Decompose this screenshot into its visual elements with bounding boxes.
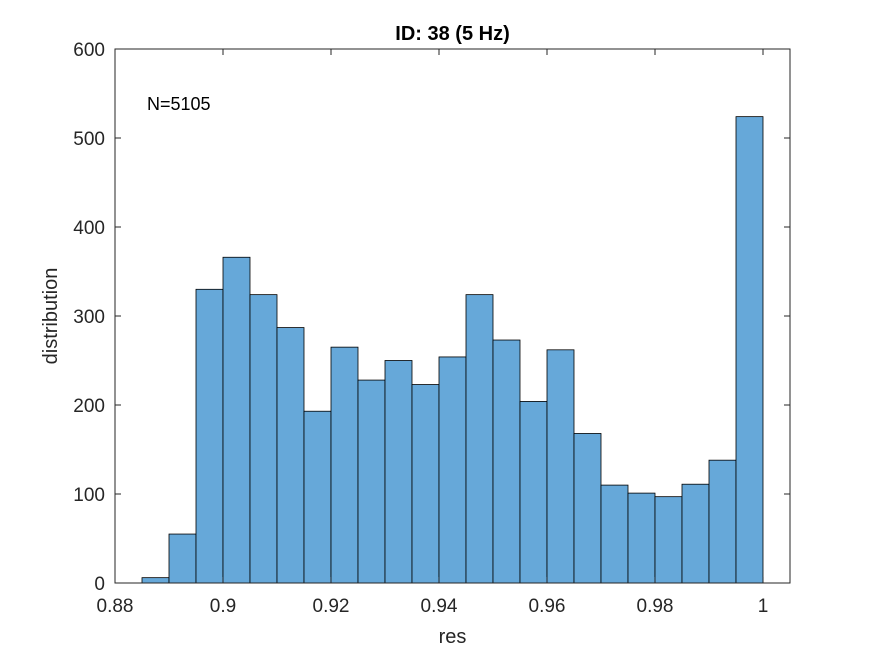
histogram-bar	[492, 339, 521, 584]
x-tick-label: 0.9	[210, 596, 236, 617]
ticks-layer: 0.88 0.9 0.92 0.94 0.96 0.98 1 0 100 200 300 400 500…	[73, 40, 790, 617]
histogram-bar	[627, 492, 656, 584]
sample-count-annotation: N=5105	[147, 94, 211, 114]
histogram-bar	[465, 294, 494, 584]
histogram-bar	[411, 384, 440, 584]
x-tick-label: 0.98	[637, 596, 674, 617]
x-tick-label: 0.88	[97, 596, 134, 617]
x-tick-label: 0.96	[529, 596, 566, 617]
bars-layer	[141, 116, 764, 584]
histogram-bar	[573, 433, 602, 584]
histogram-bar	[654, 496, 683, 584]
histogram-bar	[195, 288, 224, 584]
histogram-bar	[708, 459, 737, 584]
histogram-bar	[249, 294, 278, 584]
histogram-bar	[141, 577, 170, 584]
y-tick-label: 100	[73, 485, 105, 506]
histogram-bar	[735, 116, 764, 584]
histogram-bar	[276, 327, 305, 584]
histogram-bar	[330, 346, 359, 584]
histogram-bar	[384, 360, 413, 584]
histogram-bar	[168, 533, 197, 584]
y-tick-label: 200	[73, 396, 105, 417]
x-axis-label: res	[439, 626, 467, 648]
chart-title: ID: 38 (5 Hz)	[395, 23, 509, 45]
histogram-bar	[519, 401, 548, 584]
histogram-bar	[600, 484, 629, 584]
histogram-bar	[438, 356, 467, 584]
x-tick-label: 0.94	[421, 596, 458, 617]
x-tick-label: 0.92	[313, 596, 350, 617]
y-tick-label: 0	[94, 574, 105, 595]
histogram-bar	[681, 483, 710, 584]
histogram-bar	[546, 349, 575, 584]
histogram-bar	[303, 410, 332, 584]
y-axis-label: distribution	[40, 268, 62, 365]
histogram-bar	[357, 379, 386, 584]
y-tick-label: 500	[73, 129, 105, 150]
y-tick-label: 600	[73, 40, 105, 61]
histogram-bar	[222, 256, 251, 584]
y-tick-label: 400	[73, 218, 105, 239]
y-tick-label: 300	[73, 307, 105, 328]
x-tick-label: 1	[758, 596, 769, 617]
